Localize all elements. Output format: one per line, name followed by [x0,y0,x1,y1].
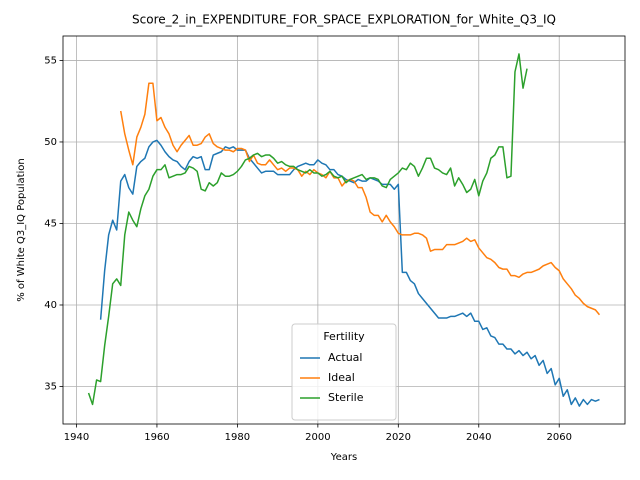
legend: Fertility Actual Ideal Sterile [291,323,397,421]
legend-label: Actual [328,351,362,364]
x-tick-label: 2000 [305,432,330,443]
x-tick-label: 1960 [144,432,169,443]
y-axis-label: % of White Q3_IQ Population [16,158,27,302]
line-series [119,82,601,316]
legend-box [291,323,397,421]
y-tick-label: 55 [44,55,57,66]
x-tick-label: 1980 [225,432,250,443]
x-axis-label: Years [330,452,357,463]
legend-label: Ideal [328,371,355,384]
legend-title: Fertility [323,330,365,343]
chart-title: Score_2_in_EXPENDITURE_FOR_SPACE_EXPLORA… [132,13,556,27]
y-tick-label: 35 [44,382,57,393]
line-series [99,139,600,407]
x-tick-label: 1940 [64,432,89,443]
legend-label: Sterile [328,391,364,404]
y-tick-label: 50 [44,137,57,148]
x-tick-label: 2060 [546,432,571,443]
plot-frame [62,35,626,425]
x-tick-label: 2040 [466,432,491,443]
y-tick-label: 40 [44,300,57,311]
line-series [87,53,528,406]
y-tick-label: 45 [44,218,57,229]
x-tick-label: 2020 [386,432,411,443]
